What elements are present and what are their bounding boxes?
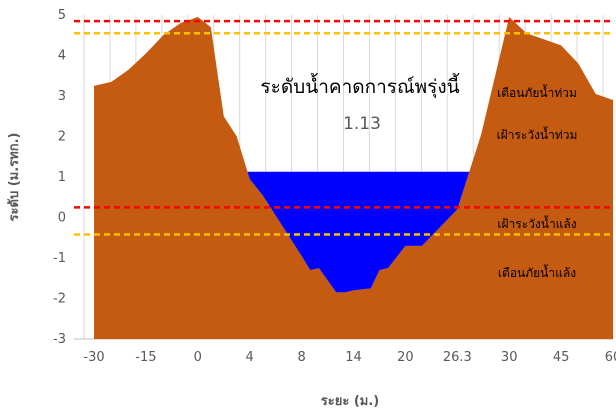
x-tick-label: 8	[297, 350, 305, 365]
terrain-area	[94, 17, 613, 340]
x-tick-label: 20	[397, 350, 414, 365]
y-tick-label: -3	[53, 332, 66, 347]
x-tick-label: 4	[246, 350, 254, 365]
x-axis-title: ระยะ (ม.)	[321, 394, 379, 409]
y-tick-label: -2	[53, 292, 66, 307]
y-tick-label: -1	[53, 251, 66, 266]
y-tick-label: 4	[58, 49, 66, 64]
y-tick-label: 1	[58, 170, 66, 185]
drought-watch-label: เฝ้าระวังน้ำแล้ง	[497, 215, 576, 231]
x-tick-label: 30	[501, 350, 518, 365]
x-tick-label: 0	[194, 350, 202, 365]
drought-warning-label: เตือนภัยน้ำแล้ง	[498, 264, 576, 280]
y-axis-ticks: 5 4 3 2 1 0 -1 -2 -3	[53, 8, 66, 347]
x-tick-label: -30	[83, 350, 104, 365]
x-tick-label: 26.3	[443, 350, 472, 365]
flood-warning-label: เตือนภัยน้ำท่วม	[497, 84, 577, 100]
x-tick-label: -15	[135, 350, 156, 365]
y-tick-label: 3	[58, 89, 66, 104]
x-axis-ticks: -30 -15 0 4 8 14 20 26.3 30 45 60	[83, 350, 616, 365]
water-area	[247, 171, 470, 293]
x-tick-label: 14	[345, 350, 362, 365]
y-tick-label: 5	[58, 8, 66, 23]
forecast-title: ระดับน้ำคาดการณ์พรุ่งนี้	[260, 73, 460, 99]
x-tick-label: 45	[553, 350, 570, 365]
x-tick-label: 60	[605, 350, 616, 365]
y-tick-label: 0	[58, 211, 66, 226]
forecast-value: 1.13	[343, 114, 381, 134]
y-axis-title: ระดับ (ม.รทก.)	[7, 133, 22, 222]
y-tick-label: 2	[58, 130, 66, 145]
flood-watch-label: เฝ้าระวังน้ำท่วม	[497, 126, 578, 142]
plot-area	[94, 17, 613, 340]
